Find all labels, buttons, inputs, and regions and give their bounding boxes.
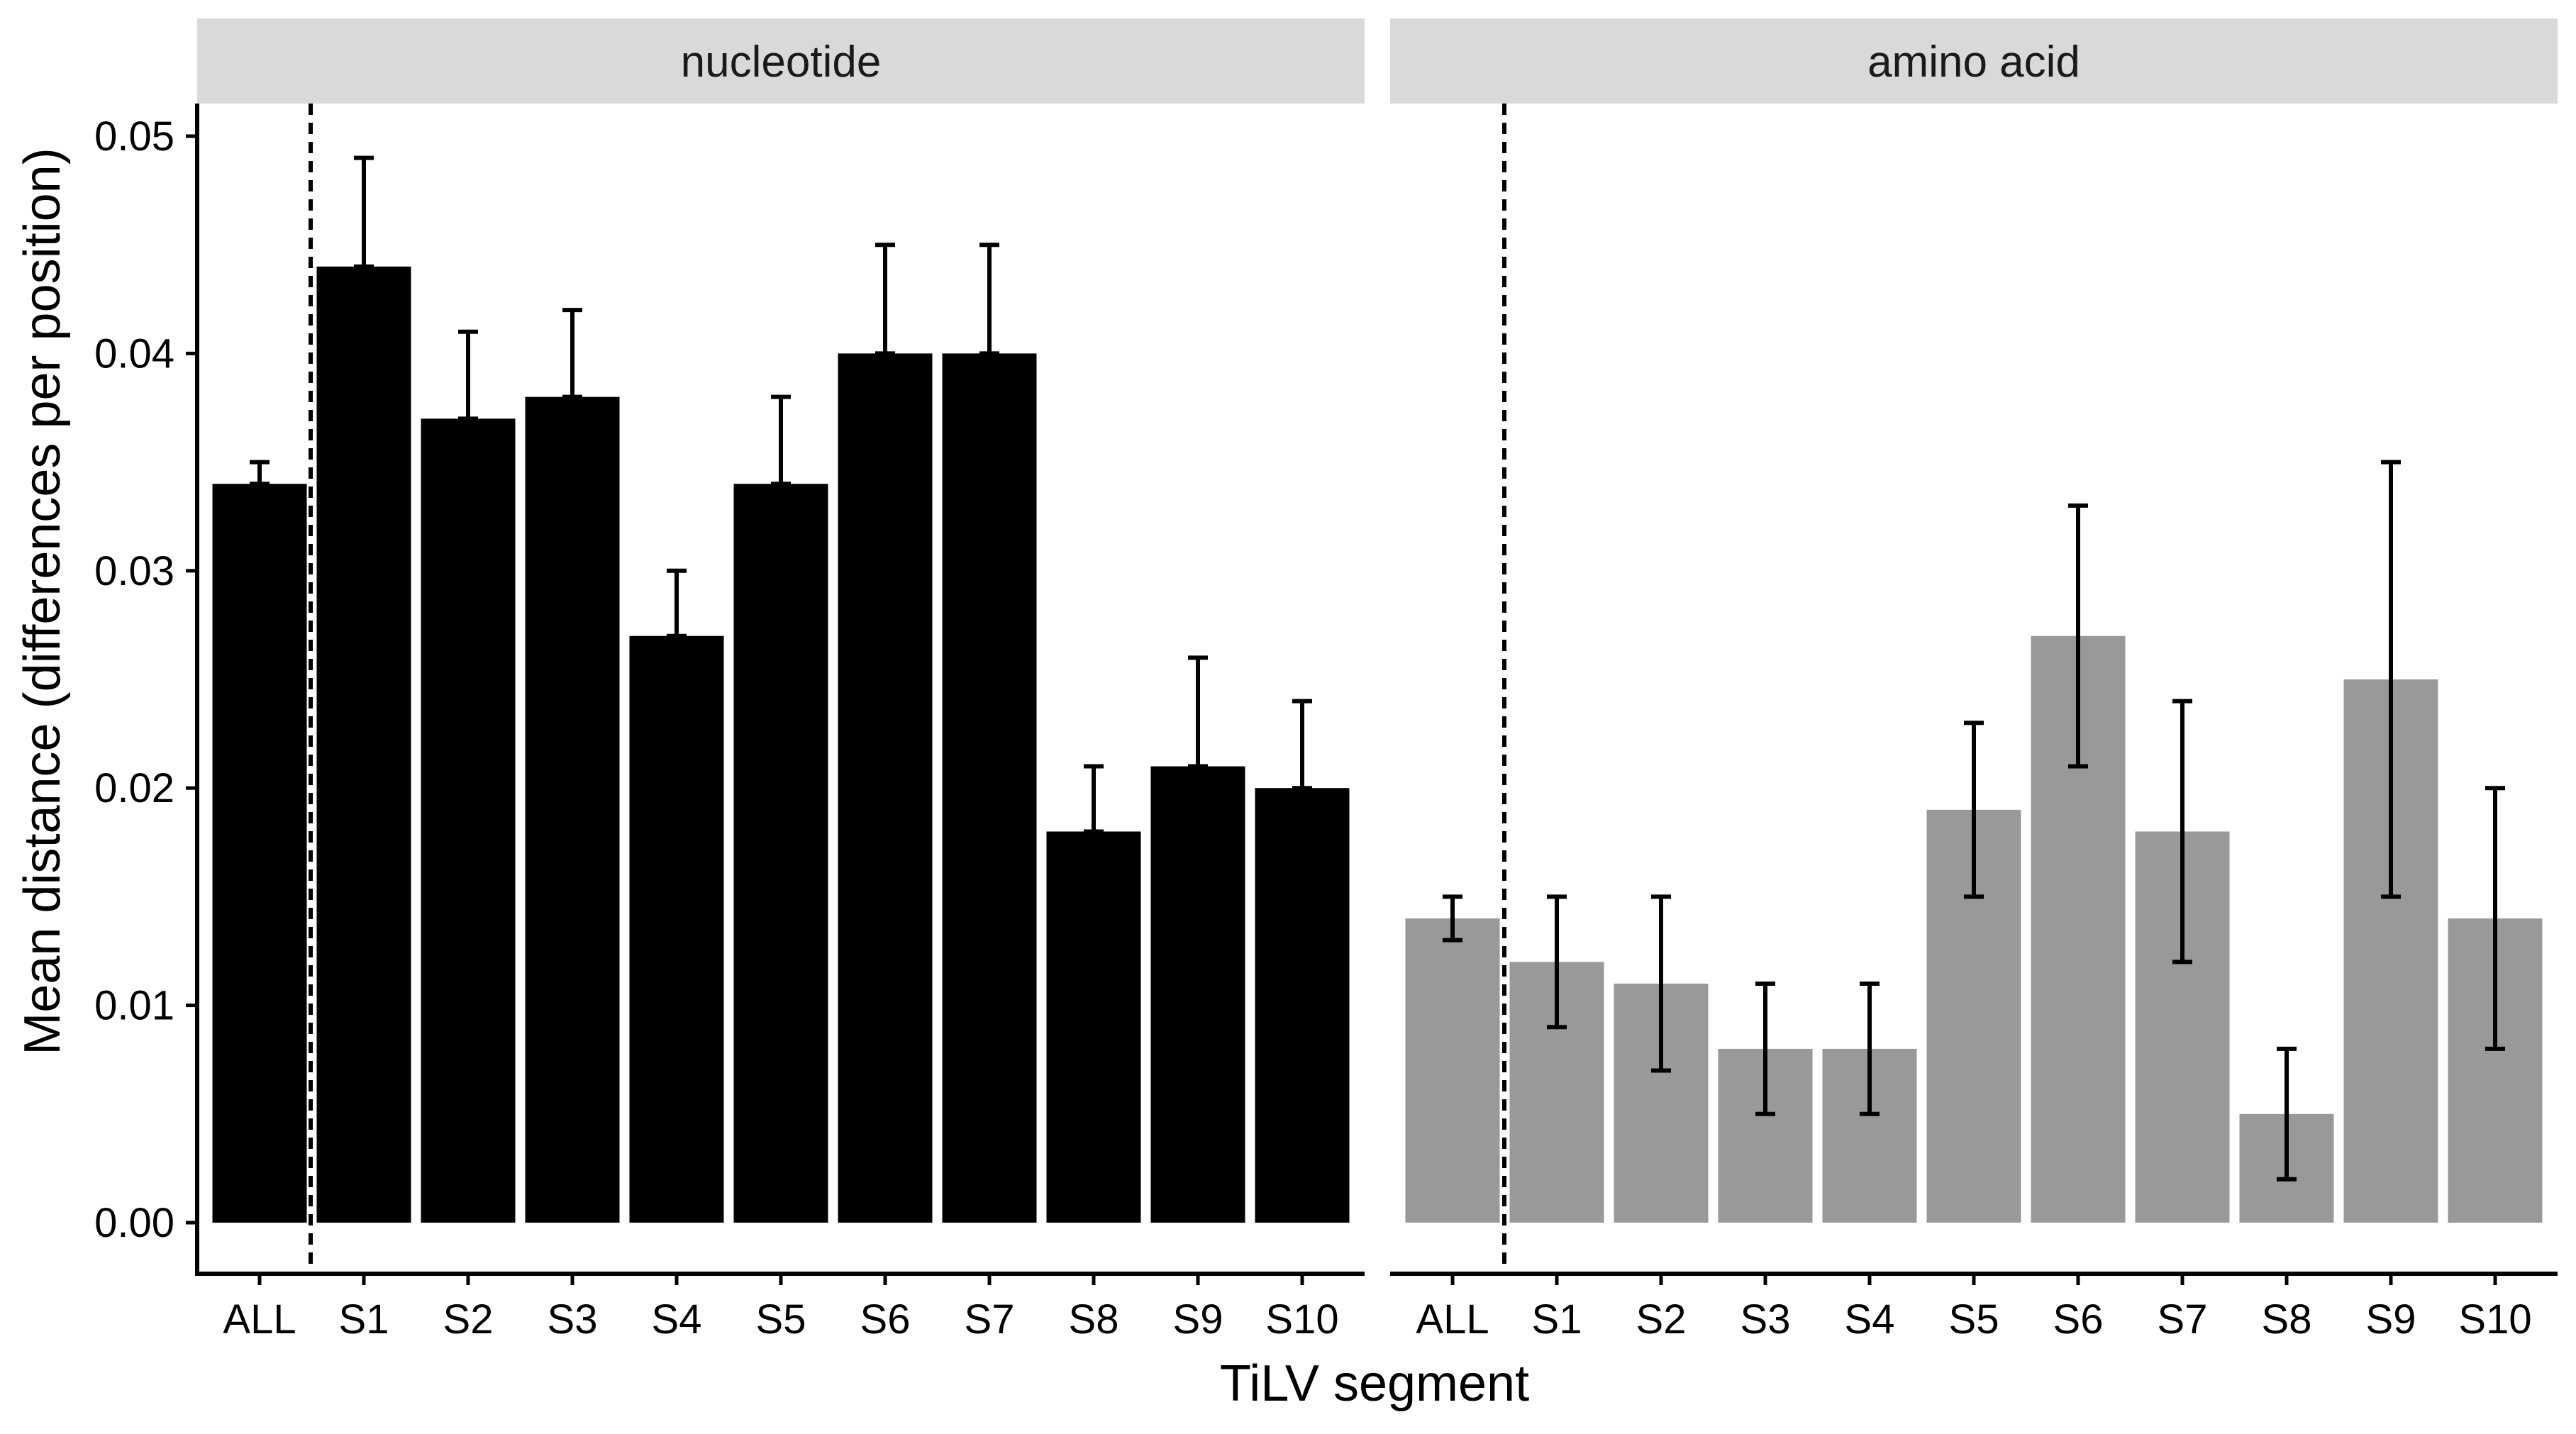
x-tick-label: S6 bbox=[2053, 1296, 2104, 1343]
strip-label-amino-acid: amino acid bbox=[1867, 38, 2080, 87]
x-tick-label: S1 bbox=[339, 1296, 389, 1343]
x-tick-label: S4 bbox=[652, 1296, 702, 1343]
x-tick-label: S5 bbox=[1949, 1296, 1999, 1343]
bar-nucleotide-s1 bbox=[316, 266, 411, 1223]
facet-strip-nucleotide bbox=[197, 18, 1365, 104]
x-axis-ticks-amino-acid: ALL S1 S2 S3 S4 S5 S6 S7 S8 S9 S10 bbox=[1416, 1274, 2532, 1343]
error-bar-nucleotide-s3 bbox=[562, 308, 582, 399]
error-bar-nucleotide-s9 bbox=[1188, 655, 1208, 769]
x-tick-label: S7 bbox=[2158, 1296, 2208, 1343]
bar-nucleotide-all bbox=[212, 484, 307, 1223]
x-tick-label: ALL bbox=[223, 1296, 296, 1343]
error-bar-nucleotide-s6 bbox=[875, 243, 895, 356]
y-tick-label: 0.04 bbox=[94, 330, 174, 377]
error-bar-amino-acid-s9 bbox=[2381, 460, 2401, 899]
error-bar-amino-acid-s2 bbox=[1651, 894, 1671, 1073]
error-bar-amino-acid-s1 bbox=[1547, 894, 1567, 1030]
panel-amino-acid: amino acid ALL S1 S2 S3 S4 S5 S6 S7 S8 S9 S10 bbox=[1390, 18, 2558, 1343]
facet-strip-amino-acid bbox=[1390, 18, 2558, 104]
error-bar-nucleotide-s10 bbox=[1292, 699, 1312, 791]
x-tick-label: S10 bbox=[1265, 1296, 1338, 1343]
error-bar-amino-acid-s10 bbox=[2485, 786, 2505, 1051]
bar-nucleotide-s3 bbox=[525, 396, 620, 1223]
x-tick-label: S10 bbox=[2458, 1296, 2531, 1343]
x-tick-label: S3 bbox=[1741, 1296, 1791, 1343]
error-bar-nucleotide-s5 bbox=[771, 394, 791, 487]
panel-nucleotide: nucleotide 0.00 0.01 0.02 0.03 0.04 0.05 ALL S… bbox=[94, 18, 1365, 1343]
error-bar-amino-acid-all bbox=[1443, 894, 1462, 943]
bar-nucleotide-s6 bbox=[838, 353, 933, 1223]
error-bar-amino-acid-s5 bbox=[1964, 721, 1984, 899]
error-bars-amino-acid bbox=[1443, 460, 2505, 1182]
y-tick-label: 0.01 bbox=[94, 983, 174, 1029]
x-tick-label: S2 bbox=[443, 1296, 494, 1343]
bar-amino-acid-all bbox=[1405, 918, 1500, 1223]
error-bar-amino-acid-s4 bbox=[1860, 981, 1880, 1116]
error-bar-nucleotide-s2 bbox=[458, 329, 478, 421]
bar-nucleotide-s9 bbox=[1150, 766, 1245, 1223]
x-tick-label: S1 bbox=[1532, 1296, 1582, 1343]
x-axis-title: TiLV segment bbox=[1220, 1355, 1529, 1412]
bars-nucleotide bbox=[212, 266, 1350, 1223]
x-axis-ticks-nucleotide: ALL S1 S2 S3 S4 S5 S6 S7 S8 S9 S10 bbox=[223, 1274, 1339, 1343]
y-tick-label: 0.05 bbox=[94, 113, 174, 160]
y-axis-ticks: 0.00 0.01 0.02 0.03 0.04 0.05 bbox=[94, 113, 197, 1246]
y-tick-label: 0.02 bbox=[94, 765, 174, 811]
x-tick-label: S6 bbox=[860, 1296, 911, 1343]
bar-nucleotide-s8 bbox=[1046, 831, 1141, 1223]
x-tick-label: S3 bbox=[548, 1296, 598, 1343]
error-bar-nucleotide-all bbox=[250, 460, 270, 487]
error-bars-nucleotide bbox=[250, 155, 1312, 834]
x-tick-label: S2 bbox=[1636, 1296, 1687, 1343]
error-bar-nucleotide-s8 bbox=[1084, 764, 1104, 834]
x-tick-label: ALL bbox=[1416, 1296, 1489, 1343]
error-bar-nucleotide-s1 bbox=[354, 155, 374, 269]
x-tick-label: S5 bbox=[756, 1296, 806, 1343]
bar-nucleotide-s4 bbox=[629, 635, 724, 1223]
x-tick-label: S4 bbox=[1845, 1296, 1895, 1343]
bar-nucleotide-s7 bbox=[942, 353, 1037, 1223]
bar-nucleotide-s5 bbox=[733, 484, 828, 1223]
error-bar-amino-acid-s7 bbox=[2172, 699, 2192, 965]
x-tick-label: S9 bbox=[1173, 1296, 1223, 1343]
error-bar-amino-acid-s3 bbox=[1755, 981, 1775, 1116]
y-tick-label: 0.00 bbox=[94, 1200, 174, 1246]
strip-label-nucleotide: nucleotide bbox=[681, 38, 882, 87]
bar-nucleotide-s10 bbox=[1255, 788, 1350, 1223]
x-tick-label: S7 bbox=[965, 1296, 1015, 1343]
x-tick-label: S8 bbox=[1069, 1296, 1119, 1343]
error-bar-amino-acid-s8 bbox=[2277, 1046, 2297, 1182]
y-axis-title: Mean distance (differences per position) bbox=[14, 148, 71, 1055]
bar-nucleotide-s2 bbox=[421, 418, 516, 1223]
error-bar-nucleotide-s7 bbox=[979, 243, 999, 356]
y-tick-label: 0.03 bbox=[94, 548, 174, 594]
x-tick-label: S9 bbox=[2366, 1296, 2416, 1343]
x-tick-label: S8 bbox=[2262, 1296, 2312, 1343]
axis-lines-nucleotide bbox=[195, 104, 1365, 1276]
error-bar-nucleotide-s4 bbox=[667, 568, 687, 638]
error-bar-amino-acid-s6 bbox=[2068, 503, 2088, 769]
